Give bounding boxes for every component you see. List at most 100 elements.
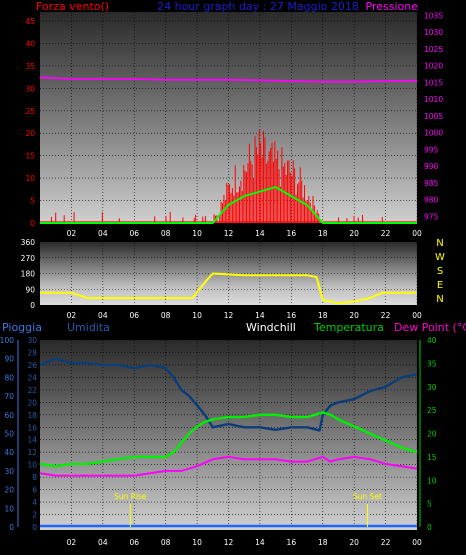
dir-ytick-360: 360 [21, 238, 36, 247]
pressure-ytick-985: 985 [424, 179, 439, 188]
dir-ytick-180: 180 [21, 270, 36, 279]
wind-xtick-08: 08 [161, 229, 171, 238]
pressure-ytick-1010: 1010 [424, 95, 443, 104]
temp-humidity-panel [40, 340, 417, 530]
wind-direction-line [40, 272, 417, 305]
rain-ytick-0: 0 [9, 523, 14, 532]
temp-ytick-35: 35 [427, 359, 437, 368]
temp-xtick-08: 08 [161, 538, 171, 547]
humidity-ytick-8: 8 [32, 473, 37, 482]
humidity-axis-label: Umidita [67, 321, 110, 334]
temp-xtick-22: 22 [381, 538, 391, 547]
wind-xtick-06: 06 [129, 229, 139, 238]
pressure-ytick-1000: 1000 [424, 129, 443, 138]
rain-ytick-50: 50 [4, 430, 14, 439]
rain-ytick-60: 60 [4, 411, 14, 420]
temp-xtick-04: 04 [98, 538, 108, 547]
temp-xtick-12: 12 [224, 538, 234, 547]
rain-ytick-20: 20 [4, 486, 14, 495]
dir-xtick-20: 20 [349, 311, 359, 320]
wind-ytick-15: 15 [25, 152, 35, 161]
wind-ytick-20: 20 [25, 129, 35, 138]
dir-xtick-02: 02 [67, 311, 77, 320]
humidity-ytick-16: 16 [27, 423, 37, 432]
pressure-line [39, 76, 418, 83]
humidity-ytick-6: 6 [32, 486, 37, 495]
wind-ytick-30: 30 [25, 84, 35, 93]
temp-ytick-5: 5 [427, 500, 432, 509]
wind-xtick-14: 14 [255, 229, 265, 238]
pressure-ytick-975: 975 [424, 212, 439, 221]
chart-title: 24 hour graph day : 27 Maggio 2018 [157, 0, 359, 13]
pressure-axis-label: Pressione [366, 0, 419, 13]
humidity-ytick-10: 10 [27, 461, 37, 470]
dir-ytick-270: 270 [21, 254, 36, 263]
humidity-ytick-0: 0 [32, 523, 37, 532]
dir-xtick-04: 04 [98, 311, 108, 320]
compass-label-S-2: S [437, 266, 443, 277]
pressure-ytick-990: 990 [424, 162, 439, 171]
humidity-ytick-20: 20 [27, 398, 37, 407]
wind-xtick-00: 00 [412, 229, 422, 238]
wind-ytick-0: 0 [30, 219, 35, 228]
rain-ytick-70: 70 [4, 392, 14, 401]
humidity-ytick-2: 2 [32, 511, 37, 520]
dir-xtick-08: 08 [161, 311, 171, 320]
wind-xtick-12: 12 [224, 229, 234, 238]
wind-xtick-20: 20 [349, 229, 359, 238]
wind-ytick-25: 25 [25, 107, 35, 116]
rain-ytick-80: 80 [4, 373, 14, 382]
wind-ytick-35: 35 [25, 62, 35, 71]
wind-xtick-10: 10 [192, 229, 202, 238]
dir-xtick-16: 16 [287, 311, 297, 320]
temp-ytick-20: 20 [427, 430, 437, 439]
rain-ytick-100: 100 [0, 336, 14, 345]
wind-ytick-10: 10 [25, 174, 35, 183]
pressure-ytick-1020: 1020 [424, 62, 443, 71]
pressure-ytick-1035: 1035 [424, 11, 443, 20]
pressure-ytick-1025: 1025 [424, 45, 443, 54]
pressure-ytick-1005: 1005 [424, 112, 443, 121]
pressure-ytick-1015: 1015 [424, 78, 443, 87]
wind-xtick-02: 02 [67, 229, 77, 238]
temp-ytick-10: 10 [427, 476, 437, 485]
dir-ytick-90: 90 [25, 285, 35, 294]
rain-axis-label: Pioggia [2, 321, 42, 334]
humidity-ytick-4: 4 [32, 498, 37, 507]
temp-xtick-00: 00 [412, 538, 422, 547]
pressure-ytick-1030: 1030 [424, 28, 443, 37]
temp-xtick-06: 06 [129, 538, 139, 547]
compass-label-W-1: W [435, 252, 445, 263]
temp-ytick-40: 40 [427, 336, 437, 345]
dir-ytick-0: 0 [30, 301, 35, 310]
humidity-ytick-12: 12 [27, 448, 37, 457]
humidity-line [39, 357, 418, 432]
wind-average-line [40, 186, 417, 224]
temp-xtick-14: 14 [255, 538, 265, 547]
wind-xtick-18: 18 [318, 229, 328, 238]
dir-xtick-22: 22 [381, 311, 391, 320]
rain-ytick-40: 40 [4, 448, 14, 457]
temperature-label: Temperatura [313, 321, 384, 334]
windchill-label: Windchill [246, 321, 296, 334]
compass-label-E-3: E [437, 280, 443, 291]
humidity-ytick-22: 22 [27, 386, 37, 395]
dir-xtick-06: 06 [129, 311, 139, 320]
temp-xtick-10: 10 [192, 538, 202, 547]
humidity-ytick-28: 28 [27, 348, 37, 357]
compass-label-N-4: N [436, 294, 443, 305]
dir-xtick-12: 12 [224, 311, 234, 320]
wind-xtick-16: 16 [287, 229, 297, 238]
dewpoint-line [39, 455, 418, 477]
pressure-ytick-980: 980 [424, 196, 439, 205]
temp-ytick-30: 30 [427, 383, 437, 392]
sunset-label: Sun Set [353, 492, 382, 501]
dir-xtick-18: 18 [318, 311, 328, 320]
temp-xtick-16: 16 [287, 538, 297, 547]
wind-xtick-22: 22 [381, 229, 391, 238]
humidity-ytick-30: 30 [27, 336, 37, 345]
humidity-ytick-24: 24 [27, 373, 37, 382]
humidity-ytick-18: 18 [27, 411, 37, 420]
sunrise-label: Sun Rise [114, 492, 147, 501]
